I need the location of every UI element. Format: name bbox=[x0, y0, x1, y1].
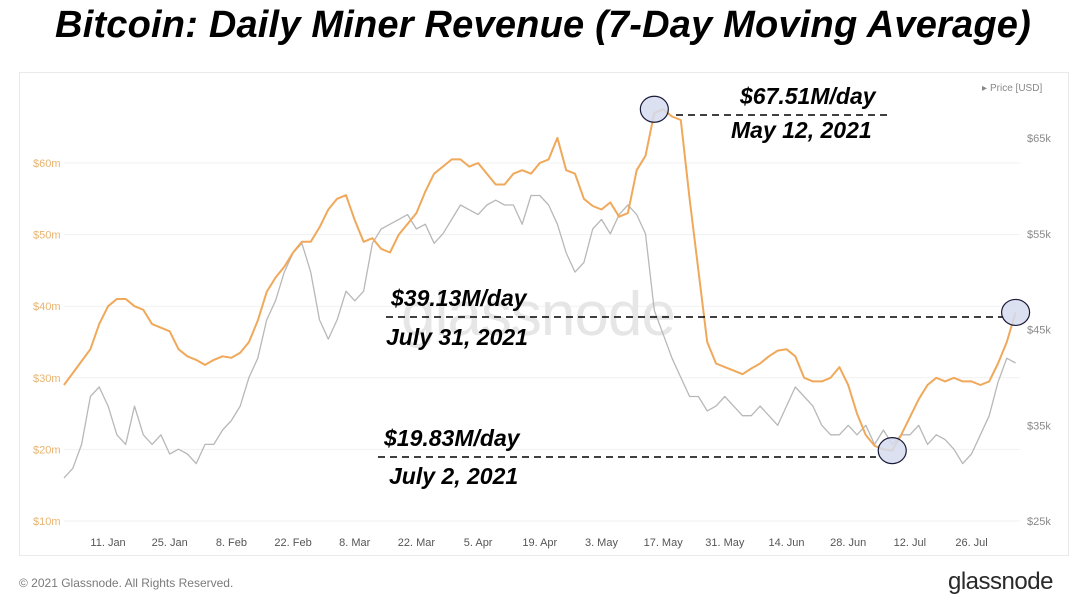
y-left-tick-label: $50m bbox=[33, 230, 61, 242]
x-tick-label: 26. Jul bbox=[955, 537, 987, 549]
y-right-tick-label: $65k bbox=[1027, 133, 1051, 145]
y-left-tick-label: $10m bbox=[33, 516, 61, 528]
x-tick-label: 22. Mar bbox=[398, 537, 436, 549]
footer-copyright: © 2021 Glassnode. All Rights Reserved. bbox=[19, 576, 234, 590]
x-tick-label: 11. Jan bbox=[90, 537, 125, 549]
y-left-tick-label: $40m bbox=[33, 301, 61, 313]
annotation-marker bbox=[877, 437, 907, 465]
x-tick-label: 25. Jan bbox=[152, 537, 188, 549]
legend-price-label: Price [USD] bbox=[990, 83, 1042, 94]
y-right-tick-label: $45k bbox=[1027, 325, 1051, 337]
annotation-peak-date: May 12, 2021 bbox=[731, 117, 872, 143]
annotation-july2-date: July 2, 2021 bbox=[389, 463, 518, 489]
x-tick-label: 8. Feb bbox=[216, 537, 247, 549]
annotation-peak-value: $67.51M/day bbox=[739, 83, 877, 109]
y-left-tick-label: $30m bbox=[33, 373, 61, 385]
annotation-july31-value: $39.13M/day bbox=[390, 285, 528, 311]
y-left-tick-label: $20m bbox=[33, 444, 61, 456]
price-series-line bbox=[63, 194, 1016, 479]
x-tick-label: 22. Feb bbox=[274, 537, 311, 549]
x-tick-label: 19. Apr bbox=[522, 537, 557, 549]
y-right-tick-label: $55k bbox=[1027, 229, 1051, 241]
annotation-marker bbox=[639, 95, 669, 123]
y-right-tick-label: $25k bbox=[1027, 516, 1051, 528]
y-left-tick-label: $60m bbox=[33, 158, 61, 170]
x-tick-label: 17. May bbox=[644, 537, 684, 549]
x-tick-label: 8. Mar bbox=[339, 537, 371, 549]
y-right-tick-label: $35k bbox=[1027, 420, 1051, 432]
watermark-text: glassnode bbox=[401, 280, 675, 349]
x-tick-label: 5. Apr bbox=[464, 537, 493, 549]
x-tick-label: 28. Jun bbox=[830, 537, 866, 549]
chart-panel bbox=[19, 72, 1069, 556]
annotation-marker bbox=[1000, 298, 1031, 327]
chart-title: Bitcoin: Daily Miner Revenue (7-Day Movi… bbox=[55, 4, 1031, 46]
annotation-july2-value: $19.83M/day bbox=[383, 425, 521, 451]
annotation-july31-date: July 31, 2021 bbox=[386, 324, 528, 350]
revenue-series-line bbox=[63, 108, 1017, 452]
footer-brand-logo: glassnode bbox=[948, 568, 1053, 595]
legend-price[interactable]: ▸ Price [USD] bbox=[982, 83, 1042, 94]
legend-price-arrow-icon: ▸ bbox=[982, 83, 987, 94]
x-tick-label: 12. Jul bbox=[894, 537, 926, 549]
x-tick-label: 3. May bbox=[585, 537, 619, 549]
x-tick-label: 31. May bbox=[705, 537, 745, 549]
x-tick-label: 14. Jun bbox=[768, 537, 804, 549]
